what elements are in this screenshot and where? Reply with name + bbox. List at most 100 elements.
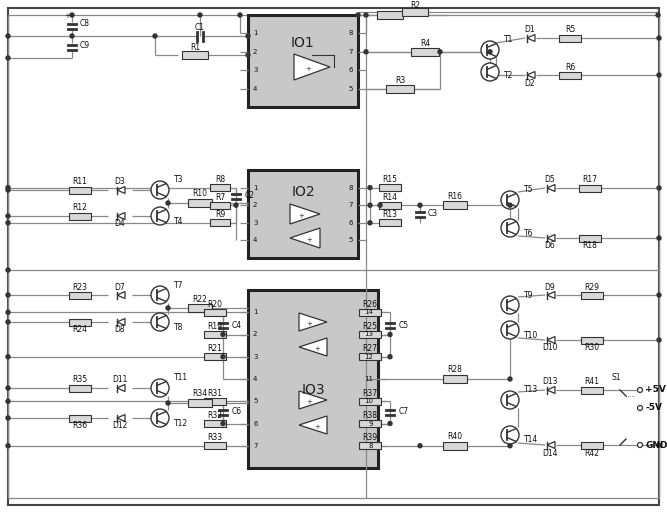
Circle shape [6, 386, 10, 390]
Text: 6: 6 [348, 67, 353, 73]
Circle shape [234, 203, 238, 207]
Text: C1: C1 [195, 24, 205, 32]
Circle shape [6, 214, 10, 218]
Text: 10: 10 [364, 398, 373, 404]
Bar [69, 385, 91, 391]
Circle shape [6, 293, 10, 297]
Circle shape [368, 186, 372, 190]
Text: 6: 6 [253, 421, 257, 426]
Circle shape [364, 13, 368, 17]
Polygon shape [290, 204, 320, 224]
Text: 12: 12 [364, 354, 373, 360]
Circle shape [388, 422, 392, 425]
Circle shape [657, 186, 661, 190]
Circle shape [657, 73, 661, 77]
Bar [359, 442, 381, 449]
Text: 7: 7 [253, 443, 257, 449]
Text: R3: R3 [395, 76, 405, 85]
Circle shape [508, 203, 512, 207]
Bar [359, 398, 381, 405]
Text: 2: 2 [253, 202, 257, 208]
Circle shape [166, 201, 170, 205]
Text: R8: R8 [215, 175, 225, 184]
Bar [248, 290, 378, 468]
Circle shape [6, 34, 10, 38]
Text: R7: R7 [215, 193, 225, 202]
Bar [579, 185, 601, 191]
Text: T1: T1 [504, 35, 514, 45]
Circle shape [153, 34, 157, 38]
Circle shape [238, 13, 242, 17]
Bar [359, 331, 381, 338]
Text: R6: R6 [565, 63, 575, 71]
Text: 5: 5 [253, 398, 257, 404]
Bar [188, 199, 212, 207]
Text: D2: D2 [525, 78, 536, 88]
Circle shape [508, 444, 512, 448]
Text: R22: R22 [193, 294, 207, 304]
Polygon shape [547, 442, 555, 448]
Text: 8: 8 [348, 30, 353, 36]
Circle shape [166, 306, 170, 310]
Bar [379, 184, 401, 191]
Text: D10: D10 [542, 344, 558, 352]
Circle shape [151, 313, 169, 331]
Text: C4: C4 [232, 321, 242, 329]
Text: R19: R19 [207, 322, 223, 331]
Circle shape [418, 444, 422, 448]
Bar [204, 331, 226, 338]
Text: R27: R27 [362, 344, 378, 353]
Bar [210, 202, 230, 209]
Bar [359, 420, 381, 427]
Polygon shape [117, 291, 125, 299]
Text: R18: R18 [582, 242, 598, 250]
Text: 4: 4 [253, 376, 257, 382]
Text: R20: R20 [207, 300, 223, 309]
Text: 1: 1 [253, 30, 257, 36]
Circle shape [388, 332, 392, 337]
Text: C9: C9 [80, 42, 90, 50]
Circle shape [246, 34, 250, 38]
Text: 3: 3 [253, 354, 257, 360]
Text: +: + [306, 399, 312, 405]
Bar [248, 170, 358, 258]
Bar [379, 202, 401, 209]
Text: C7: C7 [399, 407, 409, 417]
Bar [204, 309, 226, 315]
Text: T7: T7 [174, 281, 183, 289]
Circle shape [6, 444, 10, 448]
Text: R16: R16 [448, 192, 462, 201]
Circle shape [657, 338, 661, 342]
Text: T11: T11 [174, 373, 188, 383]
Circle shape [438, 50, 442, 54]
Text: 3: 3 [253, 67, 257, 73]
Text: 1: 1 [253, 309, 257, 315]
Text: T14: T14 [524, 436, 538, 444]
Circle shape [638, 443, 642, 447]
Circle shape [221, 355, 225, 359]
Circle shape [70, 13, 74, 17]
Bar [204, 398, 226, 405]
Circle shape [151, 207, 169, 225]
Circle shape [221, 422, 225, 425]
Text: R26: R26 [362, 300, 378, 309]
Circle shape [198, 13, 202, 17]
Text: R25: R25 [362, 322, 378, 331]
Bar [188, 399, 212, 407]
Polygon shape [527, 34, 535, 42]
Circle shape [501, 296, 519, 314]
Text: R37: R37 [362, 389, 378, 398]
Polygon shape [299, 338, 327, 356]
Polygon shape [547, 337, 555, 344]
Polygon shape [299, 391, 327, 409]
Circle shape [657, 236, 661, 240]
Circle shape [151, 286, 169, 304]
Text: D8: D8 [115, 326, 125, 334]
Circle shape [356, 13, 360, 17]
Circle shape [378, 203, 382, 207]
Text: R35: R35 [73, 376, 87, 385]
Circle shape [501, 391, 519, 409]
Bar [69, 187, 91, 193]
Circle shape [638, 405, 642, 410]
Text: R32: R32 [207, 411, 223, 420]
